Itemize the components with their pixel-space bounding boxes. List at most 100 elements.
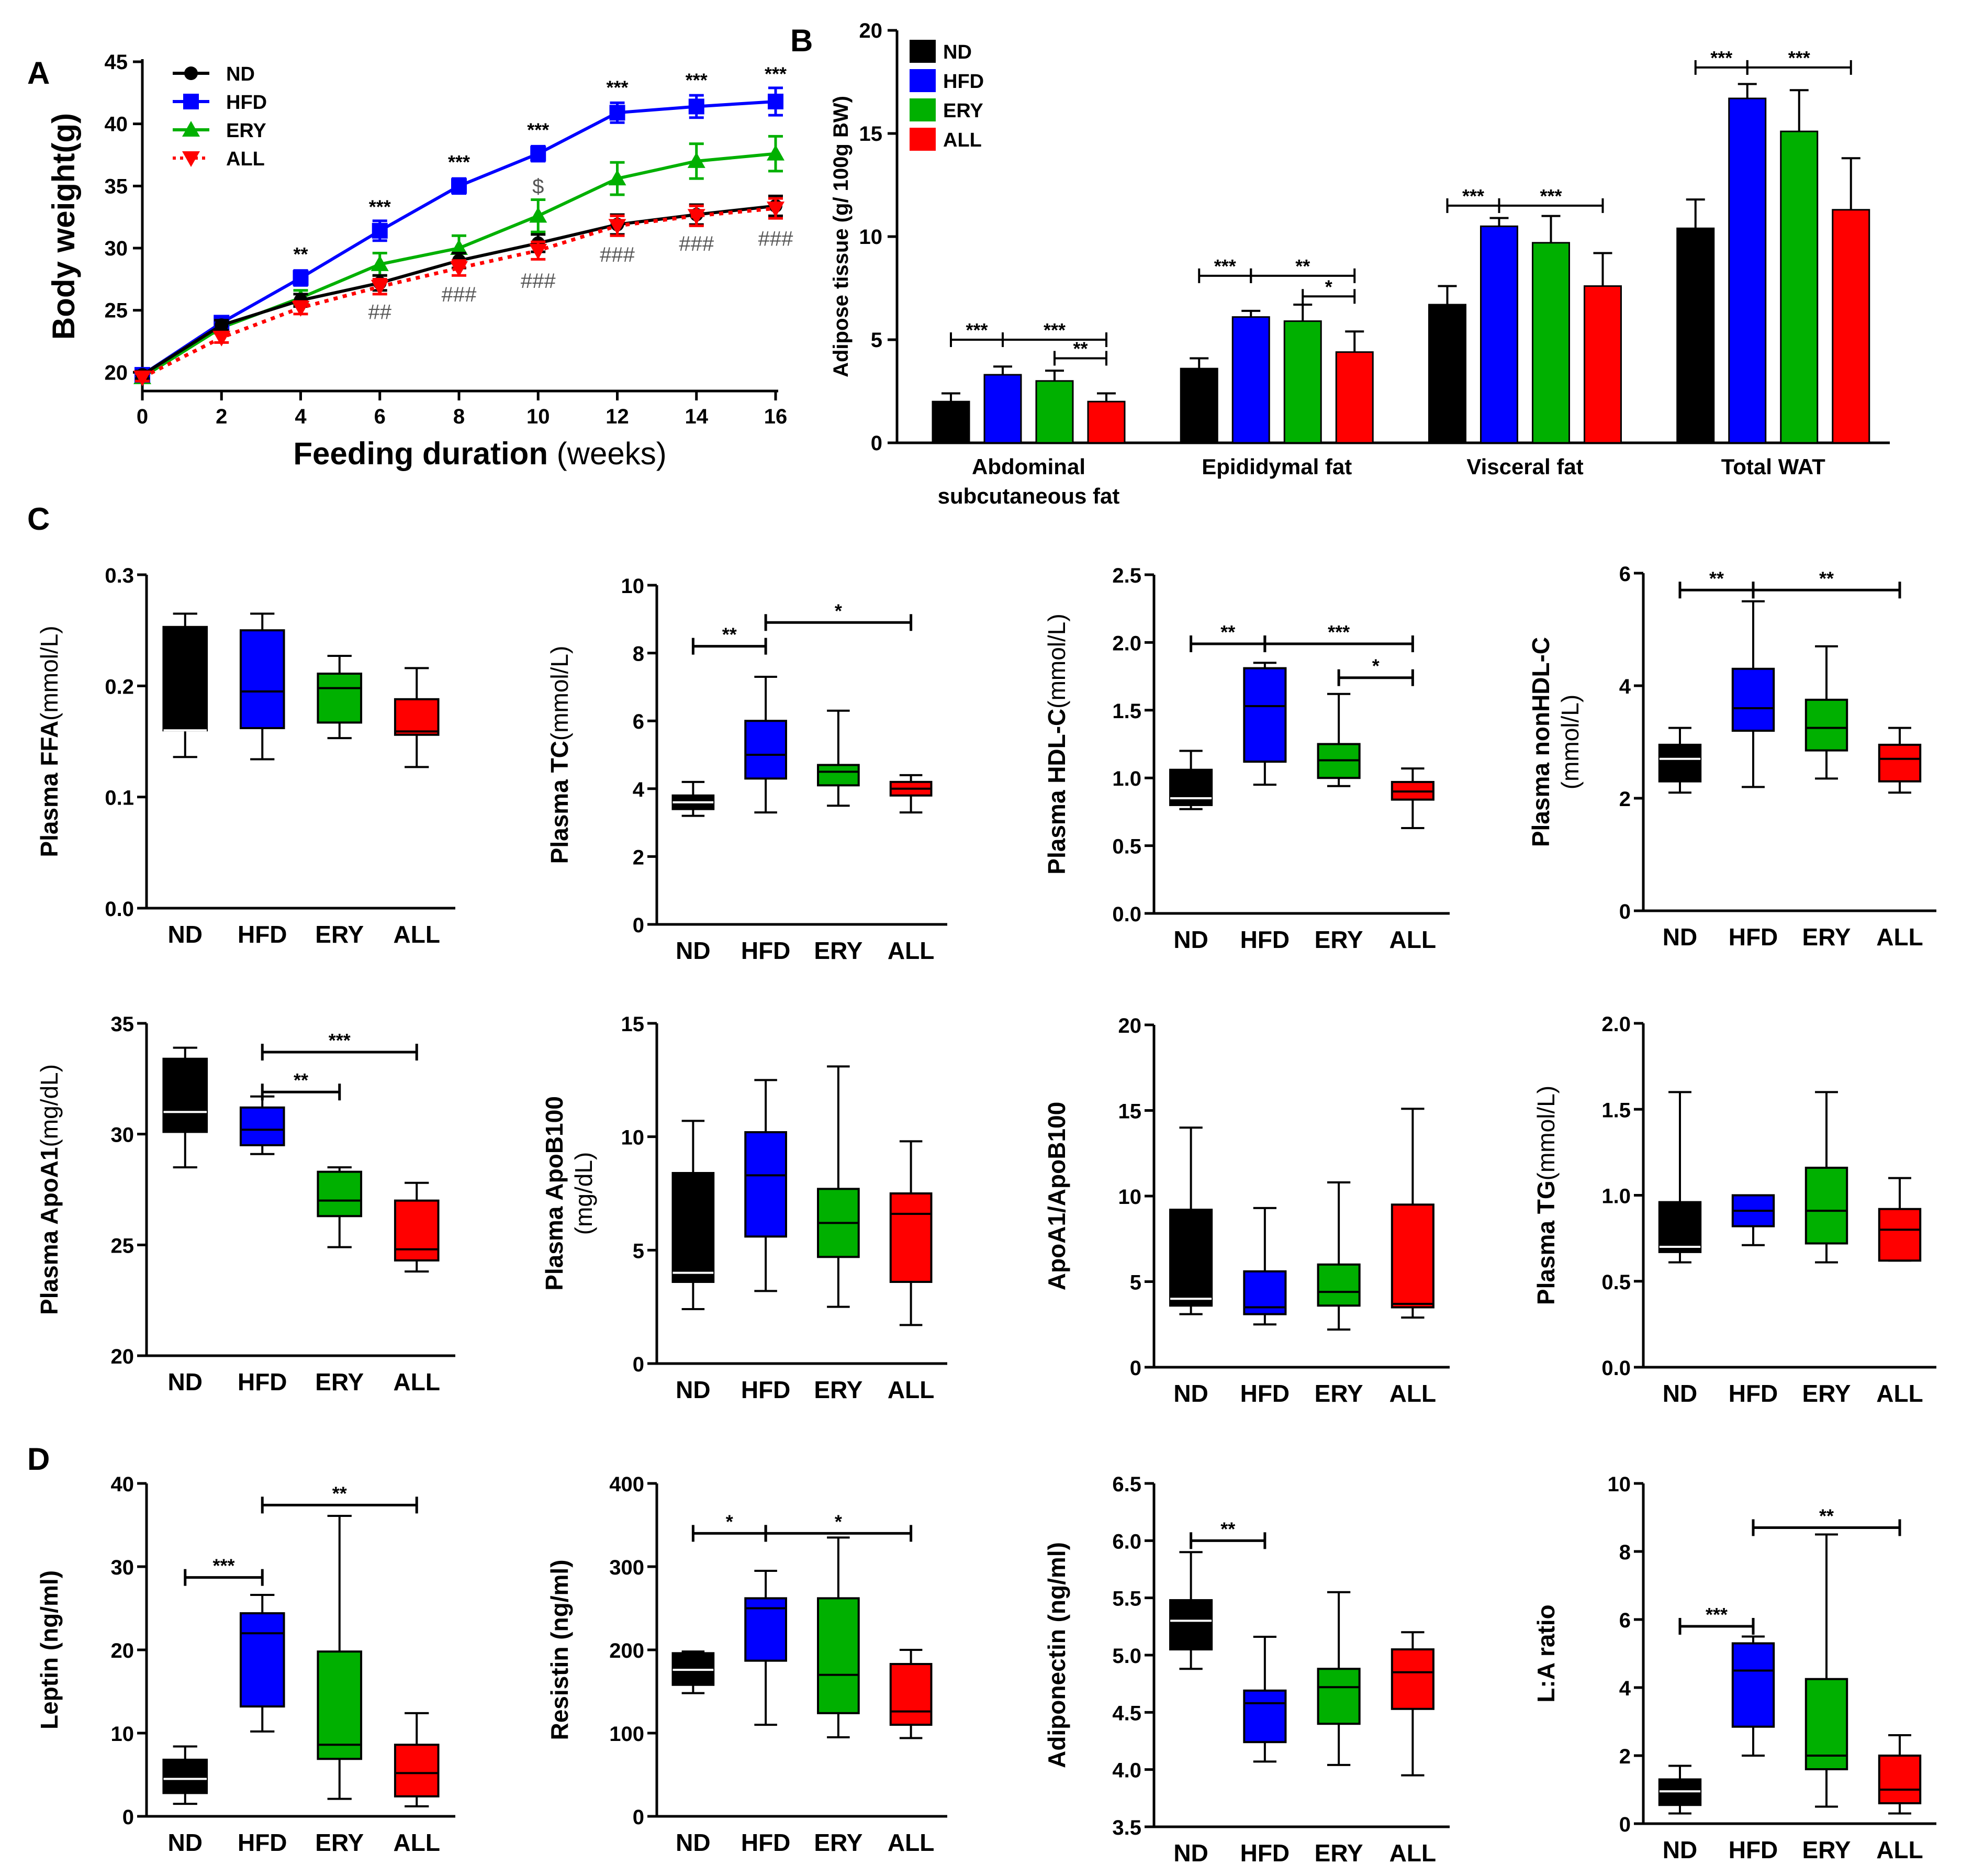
significance-stars: ** (1220, 1518, 1235, 1539)
significance-stars: *** (966, 319, 988, 341)
box-all (1878, 1734, 1922, 1815)
category-label: ALL (1876, 1380, 1923, 1407)
box-nd (1658, 727, 1702, 794)
y-tick-label: 10 (1118, 1186, 1142, 1209)
x-axis-label-main: Feeding duration (293, 436, 556, 471)
y-tick-label: 15 (859, 122, 883, 146)
category-label: Epididymal fat (1202, 454, 1352, 479)
box-ery (317, 655, 363, 740)
legend-marker-nd (184, 66, 198, 80)
box-hfd (1243, 662, 1287, 786)
bar-hfd (1728, 97, 1767, 444)
category-label: ERY (1315, 926, 1363, 953)
y-tick-label: 2.0 (1112, 632, 1141, 655)
data-point-all (212, 330, 231, 347)
category-label: ALL (1876, 1836, 1923, 1863)
x-tick-label: 12 (606, 405, 629, 428)
bar-nd (1428, 304, 1466, 444)
box-iqr (671, 1172, 715, 1283)
box-ery (1804, 1091, 1848, 1264)
box-iqr (1878, 743, 1922, 783)
category-label: HFD (741, 1829, 791, 1856)
y-tick-label: 0 (1619, 1813, 1631, 1836)
category-label: ERY (1802, 1380, 1851, 1407)
boxplot-resistin: 0 100 200 300 400 Resistin (ng/ml) ND HFD ERY ALL… (546, 1473, 947, 1856)
y-tick-label: 20 (859, 19, 883, 42)
axes (1642, 1023, 1936, 1369)
significance-marker: *** (606, 77, 628, 98)
category-label: HFD (1240, 1839, 1290, 1867)
category-label: ERY (814, 1376, 862, 1403)
box-nd (671, 1650, 715, 1694)
y-tick-label: 6 (1619, 1609, 1631, 1632)
y-axis-label: Body weight(g) (46, 113, 81, 340)
legend-swatch-hfd (910, 69, 936, 92)
y-tick-label: 10 (859, 226, 883, 249)
y-tick-label: 20 (105, 361, 128, 384)
significance-marker: *** (765, 63, 787, 85)
x-tick-label: 0 (137, 405, 148, 428)
box-iqr (239, 1106, 285, 1146)
y-axis-label-unit: (mmol/L) (36, 626, 63, 720)
box-nd (1658, 1765, 1702, 1815)
y-tick-label: 1.0 (1601, 1185, 1631, 1208)
significance-bracket: ** (1190, 621, 1266, 652)
box-iqr (1169, 1599, 1213, 1651)
box-iqr (1804, 1678, 1848, 1770)
y-axis-label: Leptin (ng/ml) (36, 1570, 63, 1729)
bar-nd (1180, 367, 1218, 444)
significance-marker: ## (368, 300, 392, 323)
data-point-all (371, 280, 389, 296)
x-axis-label-unit: (weeks) (557, 436, 667, 471)
significance-stars: ** (332, 1482, 347, 1504)
y-tick-label: 30 (105, 237, 128, 260)
boxplot-apob100: 0 5 10 15 Plasma ApoB100(mg/dL) ND HFD ERY ALL (541, 1013, 947, 1403)
y-tick-label: 35 (111, 1013, 134, 1036)
box-iqr (1804, 698, 1848, 752)
significance-bracket: *** (1746, 47, 1852, 75)
significance-stars: *** (1788, 47, 1810, 69)
y-tick-label: 30 (111, 1556, 134, 1579)
y-tick-label: 4 (633, 778, 645, 801)
boxplot-hdl-c: 0.0 0.5 1.0 1.5 2.0 2.5 Plasma HDL-C(mmol/L) ND… (1043, 564, 1450, 953)
axes (655, 585, 947, 926)
significance-bracket: * (1302, 276, 1356, 304)
panel-letter-b: B (790, 23, 813, 58)
bar-hfd (983, 374, 1022, 444)
y-axis-label: Plasma ApoA1(mg/dL) (36, 1064, 63, 1315)
box-iqr (162, 1057, 208, 1133)
category-label: ERY (814, 937, 862, 964)
significance-stars: ** (1220, 621, 1235, 643)
category-label: HFD (1729, 1380, 1778, 1407)
box-iqr (1243, 1689, 1287, 1744)
category-label: ND (676, 1376, 710, 1403)
axes (1152, 575, 1450, 915)
y-tick-label: 0.5 (1112, 835, 1141, 858)
legend-label-nd: ND (226, 63, 255, 85)
significance-stars: ** (1709, 567, 1724, 589)
category-label: HFD (1729, 923, 1778, 951)
significance-stars: *** (1462, 185, 1484, 207)
box-hfd (1731, 1635, 1775, 1757)
bar-nd (932, 400, 970, 444)
category-label: ND (1173, 1380, 1208, 1407)
category-label: ND (676, 1829, 710, 1856)
box-iqr (162, 626, 208, 732)
y-tick-label: 20 (111, 1639, 134, 1662)
y-tick-label: 15 (621, 1013, 645, 1036)
box-iqr (744, 1131, 787, 1238)
data-point-all (292, 300, 310, 317)
significance-marker: ### (442, 283, 477, 306)
significance-stars: *** (1214, 255, 1236, 277)
category-label: ND (1173, 1839, 1208, 1867)
y-tick-label: 0.0 (105, 898, 134, 921)
y-tick-label: 2.5 (1112, 564, 1141, 587)
box-nd (1169, 750, 1213, 810)
y-axis-label-unit: (mmol/L) (1556, 695, 1584, 789)
y-tick-label: 4.5 (1112, 1702, 1141, 1725)
y-axis-label-unit: (mmol/L) (1532, 1086, 1560, 1180)
legend-marker-all (182, 151, 200, 167)
y-tick-label: 10 (1608, 1473, 1631, 1496)
